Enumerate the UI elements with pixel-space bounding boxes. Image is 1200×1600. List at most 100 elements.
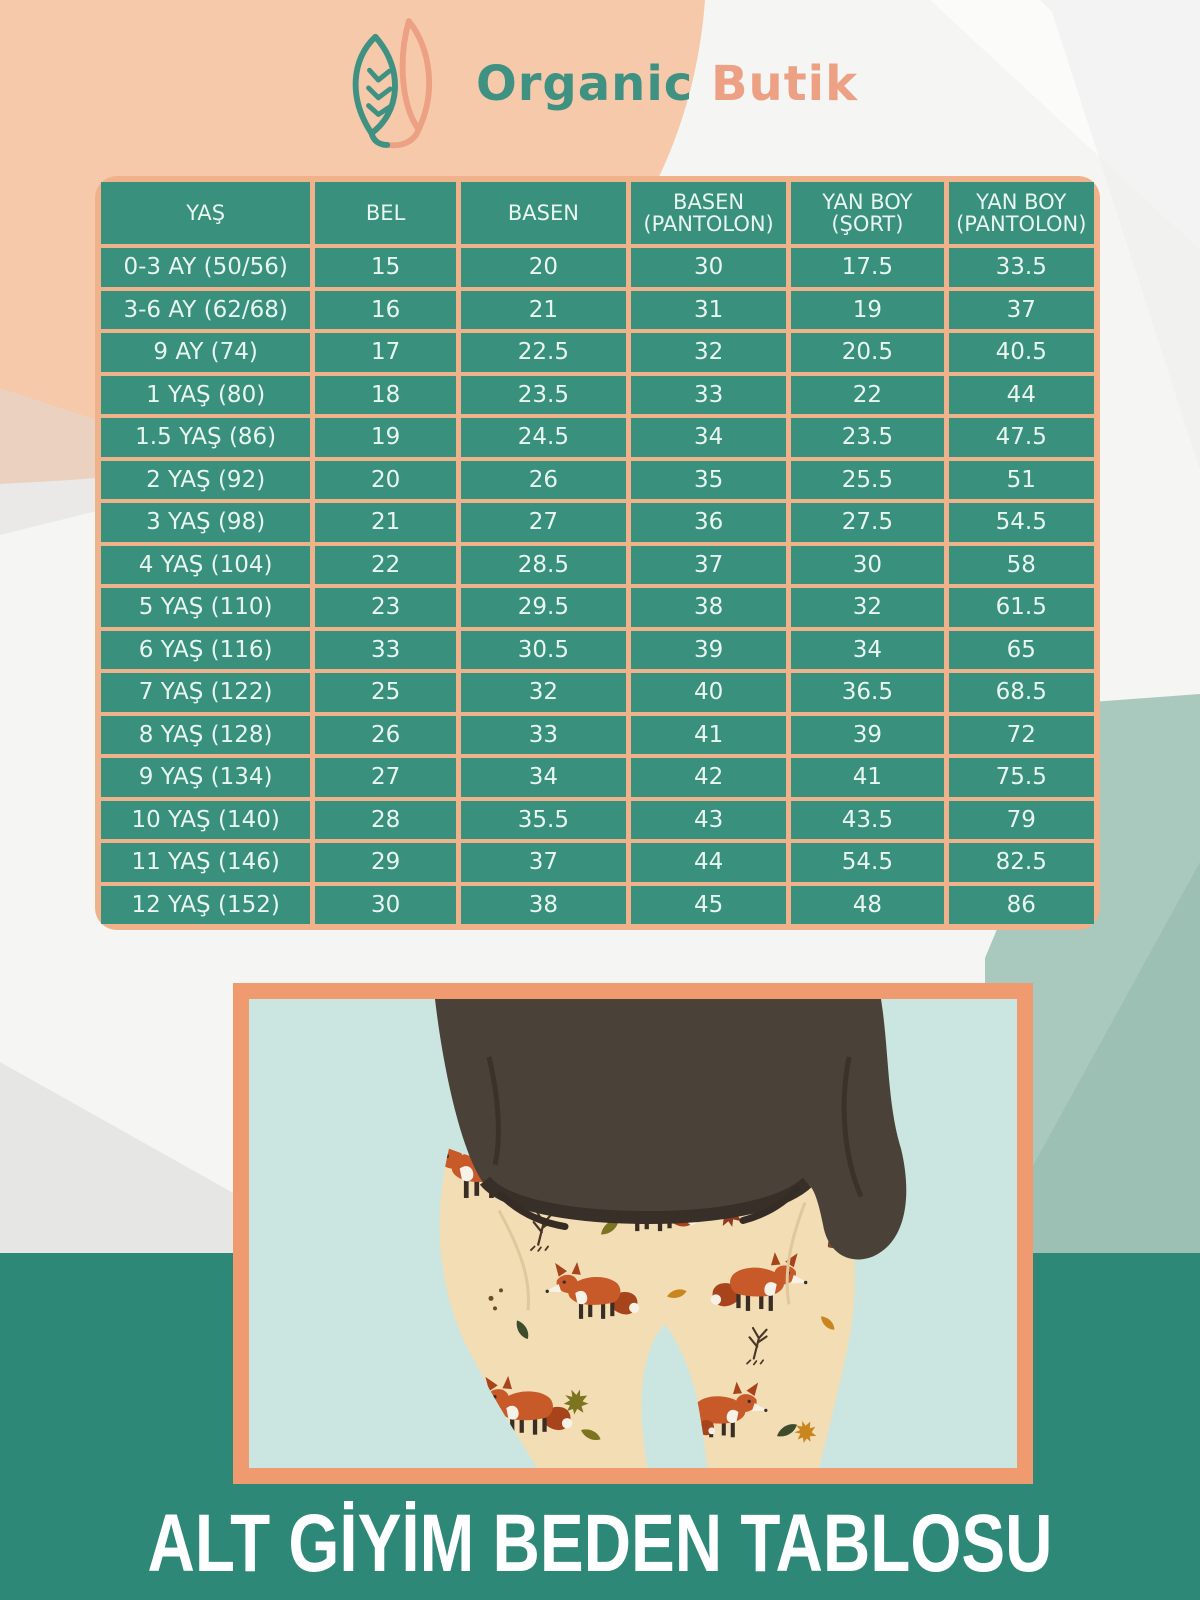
size-cell: 19 (791, 290, 944, 329)
size-cell: 65 (948, 630, 1094, 669)
size-cell: 27.5 (791, 503, 944, 542)
age-cell: 2 YAŞ (92) (101, 460, 311, 499)
logo: Organic Butik (0, 14, 1200, 154)
size-cell: 72 (948, 715, 1094, 754)
age-cell: 10 YAŞ (140) (101, 800, 311, 839)
age-cell: 9 AY (74) (101, 333, 311, 372)
size-cell: 31 (630, 290, 787, 329)
size-cell: 19 (315, 418, 456, 457)
size-cell: 44 (630, 843, 787, 882)
size-cell: 51 (948, 460, 1094, 499)
age-cell: 4 YAŞ (104) (101, 545, 311, 584)
size-cell: 38 (460, 885, 626, 924)
size-cell: 20 (315, 460, 456, 499)
size-cell: 18 (315, 375, 456, 414)
size-cell: 28 (315, 800, 456, 839)
age-cell: 12 YAŞ (152) (101, 885, 311, 924)
size-cell: 39 (791, 715, 944, 754)
size-cell: 22.5 (460, 333, 626, 372)
age-cell: 7 YAŞ (122) (101, 673, 311, 712)
size-cell: 82.5 (948, 843, 1094, 882)
age-cell: 3 YAŞ (98) (101, 503, 311, 542)
column-header: YAŞ (101, 182, 311, 244)
footer-title: ALT GİYİM BEDEN TABLOSU (147, 1498, 1053, 1589)
size-cell: 45 (630, 885, 787, 924)
size-cell: 32 (791, 588, 944, 627)
size-cell: 20 (460, 248, 626, 287)
size-cell: 37 (948, 290, 1094, 329)
size-cell: 26 (460, 460, 626, 499)
size-cell: 33 (460, 715, 626, 754)
column-header: BASEN (460, 182, 626, 244)
size-cell: 33 (315, 630, 456, 669)
size-cell: 48 (791, 885, 944, 924)
age-cell: 1.5 YAŞ (86) (101, 418, 311, 457)
size-cell: 20.5 (791, 333, 944, 372)
age-cell: 11 YAŞ (146) (101, 843, 311, 882)
size-cell: 24.5 (460, 418, 626, 457)
size-cell: 36.5 (791, 673, 944, 712)
size-cell: 17 (315, 333, 456, 372)
size-cell: 41 (791, 758, 944, 797)
size-cell: 38 (630, 588, 787, 627)
size-table: YAŞ BEL BASEN BASEN (PANTOLON) YAN BOY (ŞORT… (95, 176, 1100, 930)
size-cell: 17.5 (791, 248, 944, 287)
size-cell: 33 (630, 375, 787, 414)
size-cell: 79 (948, 800, 1094, 839)
size-cell: 32 (460, 673, 626, 712)
size-cell: 16 (315, 290, 456, 329)
age-cell: 9 YAŞ (134) (101, 758, 311, 797)
size-cell: 26 (315, 715, 456, 754)
size-cell: 35 (630, 460, 787, 499)
size-cell: 32 (630, 333, 787, 372)
age-cell: 3-6 AY (62/68) (101, 290, 311, 329)
size-cell: 34 (630, 418, 787, 457)
logo-leaf-icon (352, 18, 432, 149)
size-cell: 33.5 (948, 248, 1094, 287)
size-cell: 34 (460, 758, 626, 797)
size-cell: 30 (315, 885, 456, 924)
size-cell: 22 (315, 545, 456, 584)
size-cell: 39 (630, 630, 787, 669)
size-cell: 22 (791, 375, 944, 414)
column-header: BASEN (PANTOLON) (630, 182, 787, 244)
size-cell: 42 (630, 758, 787, 797)
size-cell: 47.5 (948, 418, 1094, 457)
column-header: YAN BOY (PANTOLON) (948, 182, 1094, 244)
column-header: BEL (315, 182, 456, 244)
size-cell: 41 (630, 715, 787, 754)
size-cell: 86 (948, 885, 1094, 924)
size-cell: 40.5 (948, 333, 1094, 372)
size-cell: 54.5 (791, 843, 944, 882)
size-cell: 58 (948, 545, 1094, 584)
age-cell: 8 YAŞ (128) (101, 715, 311, 754)
size-cell: 37 (630, 545, 787, 584)
size-cell: 15 (315, 248, 456, 287)
size-cell: 43.5 (791, 800, 944, 839)
logo-text: Organic Butik (476, 56, 858, 112)
size-cell: 54.5 (948, 503, 1094, 542)
size-cell: 21 (460, 290, 626, 329)
size-cell: 37 (460, 843, 626, 882)
size-cell: 61.5 (948, 588, 1094, 627)
size-cell: 27 (460, 503, 626, 542)
size-cell: 25 (315, 673, 456, 712)
age-cell: 6 YAŞ (116) (101, 630, 311, 669)
size-cell: 30.5 (460, 630, 626, 669)
product-photo-illustration (249, 999, 1017, 1468)
size-cell: 44 (948, 375, 1094, 414)
size-cell: 27 (315, 758, 456, 797)
size-cell: 34 (791, 630, 944, 669)
age-cell: 1 YAŞ (80) (101, 375, 311, 414)
size-cell: 40 (630, 673, 787, 712)
photo-frame (233, 983, 1033, 1484)
size-cell: 21 (315, 503, 456, 542)
child-sweatshirt (435, 999, 907, 1260)
diagonal-shape (1040, 0, 1200, 470)
size-cell: 36 (630, 503, 787, 542)
size-cell: 23.5 (791, 418, 944, 457)
size-cell: 23 (315, 588, 456, 627)
size-cell: 28.5 (460, 545, 626, 584)
logo-primary: Organic (475, 56, 694, 112)
logo-space (693, 56, 711, 112)
